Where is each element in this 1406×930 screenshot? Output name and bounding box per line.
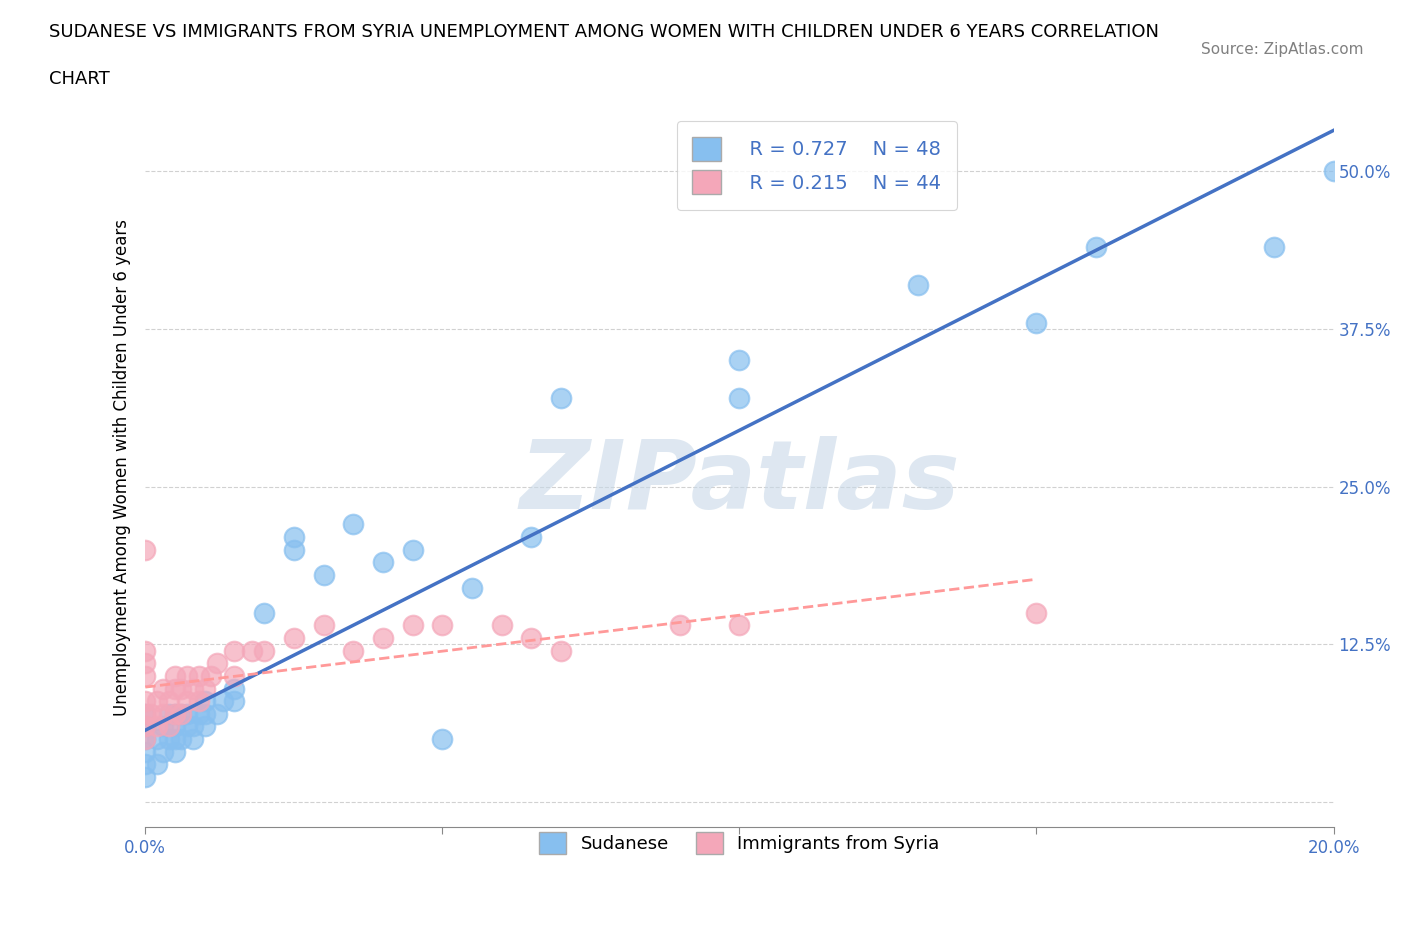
Point xyxy=(1322,164,1344,179)
Point xyxy=(146,732,169,747)
Point xyxy=(253,605,276,620)
Point xyxy=(432,618,454,633)
Point xyxy=(163,707,186,722)
Point xyxy=(157,719,180,734)
Point xyxy=(152,707,174,722)
Point xyxy=(176,669,198,684)
Point xyxy=(146,719,169,734)
Point xyxy=(205,707,228,722)
Point xyxy=(461,580,484,595)
Point xyxy=(283,530,305,545)
Point xyxy=(157,707,180,722)
Point xyxy=(1025,315,1047,330)
Point xyxy=(1084,239,1107,254)
Point xyxy=(134,656,156,671)
Point xyxy=(146,757,169,772)
Point xyxy=(134,707,156,722)
Point xyxy=(146,694,169,709)
Point xyxy=(163,732,186,747)
Point xyxy=(211,694,233,709)
Point xyxy=(491,618,513,633)
Point xyxy=(152,719,174,734)
Point xyxy=(134,694,156,709)
Point xyxy=(401,618,423,633)
Point xyxy=(187,707,209,722)
Point xyxy=(152,744,174,759)
Point xyxy=(669,618,692,633)
Text: Source: ZipAtlas.com: Source: ZipAtlas.com xyxy=(1201,42,1364,57)
Point xyxy=(728,618,751,633)
Point xyxy=(728,391,751,405)
Point xyxy=(371,631,394,645)
Point xyxy=(253,644,276,658)
Point xyxy=(728,353,751,368)
Point xyxy=(163,681,186,696)
Point xyxy=(1263,239,1285,254)
Point xyxy=(283,542,305,557)
Point xyxy=(342,517,364,532)
Point xyxy=(176,694,198,709)
Point xyxy=(134,732,156,747)
Point xyxy=(163,719,186,734)
Point xyxy=(134,707,156,722)
Point xyxy=(134,719,156,734)
Point xyxy=(163,707,186,722)
Point xyxy=(194,694,217,709)
Point xyxy=(181,719,204,734)
Point xyxy=(134,744,156,759)
Point xyxy=(187,694,209,709)
Point xyxy=(907,277,929,292)
Point xyxy=(181,681,204,696)
Point xyxy=(520,631,543,645)
Point xyxy=(134,719,156,734)
Text: SUDANESE VS IMMIGRANTS FROM SYRIA UNEMPLOYMENT AMONG WOMEN WITH CHILDREN UNDER 6: SUDANESE VS IMMIGRANTS FROM SYRIA UNEMPL… xyxy=(49,23,1159,41)
Point xyxy=(134,669,156,684)
Point xyxy=(134,757,156,772)
Point xyxy=(224,644,246,658)
Point xyxy=(200,669,222,684)
Y-axis label: Unemployment Among Women with Children Under 6 years: Unemployment Among Women with Children U… xyxy=(114,219,131,716)
Text: CHART: CHART xyxy=(49,70,110,87)
Point xyxy=(283,631,305,645)
Point xyxy=(194,719,217,734)
Point xyxy=(134,644,156,658)
Point xyxy=(1025,605,1047,620)
Point xyxy=(181,732,204,747)
Point xyxy=(170,732,193,747)
Point xyxy=(432,732,454,747)
Point xyxy=(224,669,246,684)
Point xyxy=(342,644,364,658)
Point xyxy=(224,694,246,709)
Point xyxy=(205,656,228,671)
Point xyxy=(312,618,335,633)
Point xyxy=(157,694,180,709)
Point xyxy=(240,644,263,658)
Point xyxy=(141,707,163,722)
Point xyxy=(187,669,209,684)
Point xyxy=(194,707,217,722)
Point xyxy=(134,542,156,557)
Point xyxy=(176,719,198,734)
Point xyxy=(401,542,423,557)
Point xyxy=(170,707,193,722)
Point xyxy=(170,681,193,696)
Point xyxy=(163,669,186,684)
Point xyxy=(134,769,156,784)
Point xyxy=(134,732,156,747)
Point xyxy=(312,567,335,582)
Point xyxy=(194,681,217,696)
Point xyxy=(520,530,543,545)
Point xyxy=(163,744,186,759)
Point xyxy=(157,732,180,747)
Point xyxy=(550,391,572,405)
Point xyxy=(170,707,193,722)
Point xyxy=(371,555,394,570)
Text: ZIPatlas: ZIPatlas xyxy=(519,435,960,528)
Legend: Sudanese, Immigrants from Syria: Sudanese, Immigrants from Syria xyxy=(524,817,955,869)
Point xyxy=(152,681,174,696)
Point xyxy=(176,707,198,722)
Point xyxy=(550,644,572,658)
Point xyxy=(224,681,246,696)
